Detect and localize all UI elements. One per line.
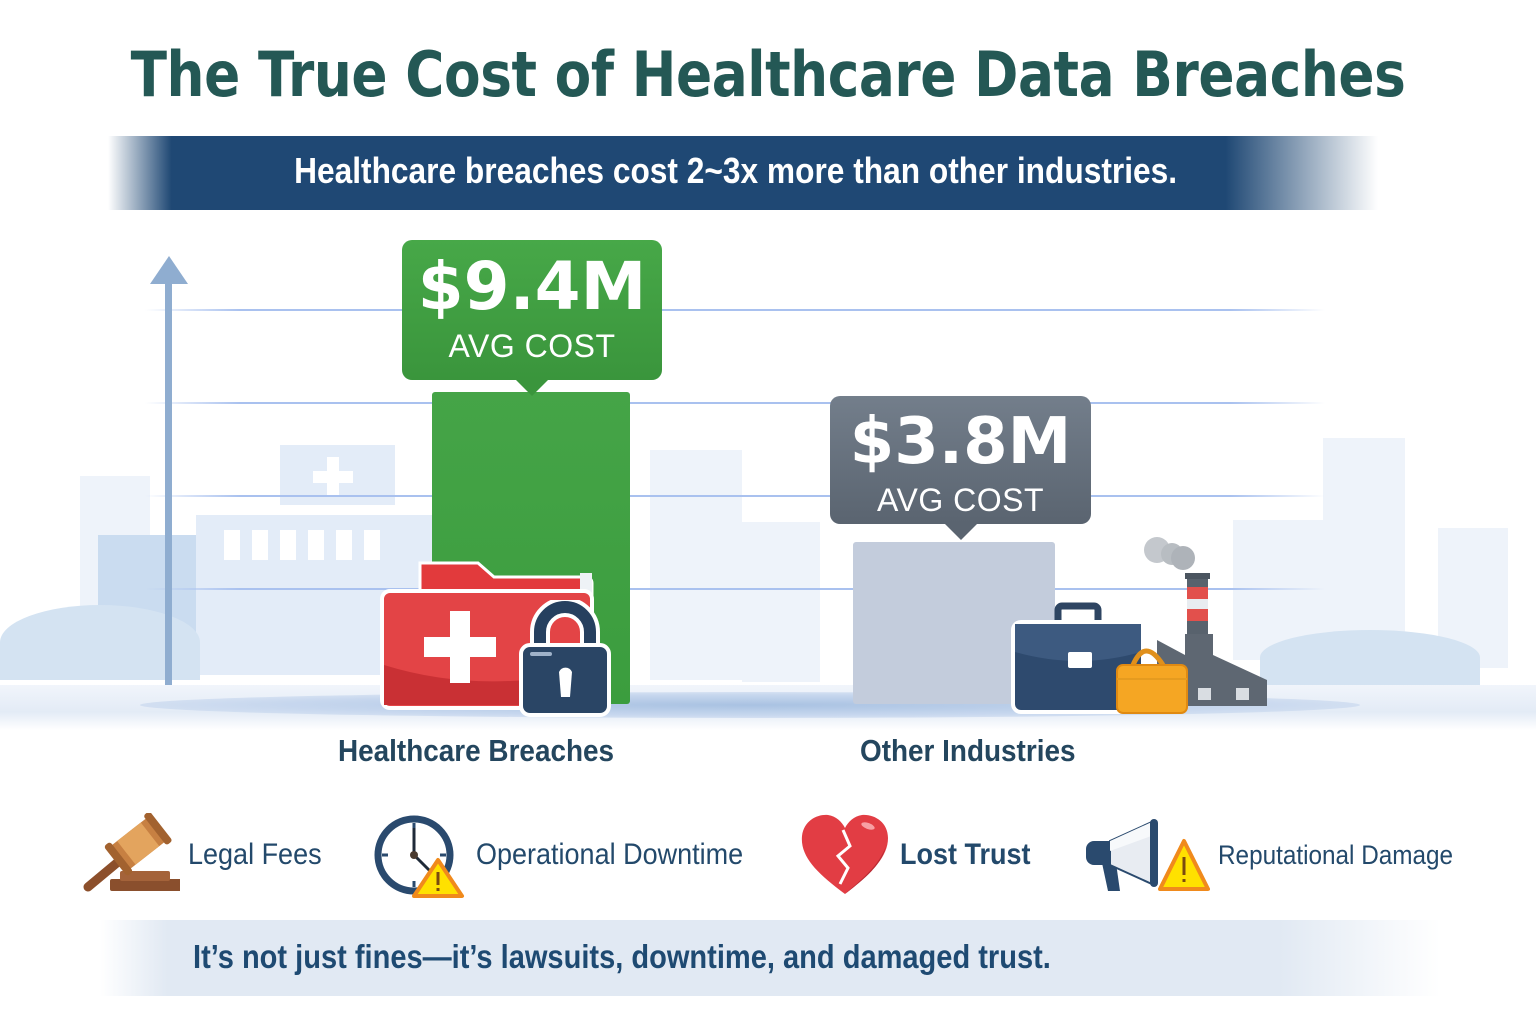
impact-label: Operational Downtime [476, 838, 744, 871]
footer-band [100, 920, 1440, 996]
y-axis [165, 280, 172, 692]
gridline [145, 495, 1325, 497]
gavel-icon [80, 813, 180, 897]
skyline-building [1323, 438, 1405, 668]
broken-heart-icon [798, 812, 892, 898]
bar-chart: $9.4M AVG COST $3.8M AVG COST [0, 230, 1536, 730]
impact-label: Legal Fees [188, 838, 322, 871]
gridline [145, 588, 1325, 590]
impact-item-operational-downtime: Operational Downtime [372, 805, 773, 905]
gridline [145, 309, 1325, 311]
category-label-other-industries: Other Industries [860, 733, 1076, 768]
page-title: The True Cost of Healthcare Data Breache… [130, 38, 1406, 111]
callout-tail [516, 380, 548, 396]
subtitle-banner [108, 136, 1378, 210]
callout-tail [944, 524, 977, 540]
healthcare-value: $9.4M [417, 248, 647, 325]
briefcase-icon [1010, 600, 1145, 715]
footer-text: It’s not just fines—it’s lawsuits, downt… [193, 938, 1051, 975]
padlock-icon [518, 600, 613, 718]
impact-item-legal-fees: Legal Fees [80, 805, 336, 905]
hill-bg [1260, 630, 1480, 685]
impact-label: Reputational Damage [1218, 839, 1454, 870]
handbag-icon [1115, 635, 1190, 715]
impact-item-reputational-damage: Reputational Damage [1080, 805, 1479, 905]
impact-list: Legal Fees Operational Downtime [0, 805, 1536, 905]
callout-other-industries: $3.8M AVG COST [830, 396, 1091, 540]
hospital-cross-icon [313, 457, 353, 497]
other-value: $3.8M [849, 405, 1072, 479]
gridline [145, 402, 1325, 404]
impact-item-lost-trust: Lost Trust [798, 805, 1045, 905]
callout-healthcare: $9.4M AVG COST [402, 240, 662, 396]
skyline-building [742, 522, 820, 682]
hospital-windows [224, 530, 414, 562]
impact-label: Lost Trust [900, 838, 1031, 871]
skyline-building [650, 450, 742, 680]
megaphone-warning-icon [1080, 815, 1210, 895]
subtitle-text: Healthcare breaches cost 2~3x more than … [294, 150, 1178, 191]
other-sub-label: AVG COST [877, 482, 1044, 518]
y-axis-arrow-icon [150, 256, 188, 284]
clock-warning-icon [372, 810, 468, 900]
healthcare-sub-label: AVG COST [448, 328, 616, 364]
category-label-healthcare: Healthcare Breaches [338, 733, 615, 768]
